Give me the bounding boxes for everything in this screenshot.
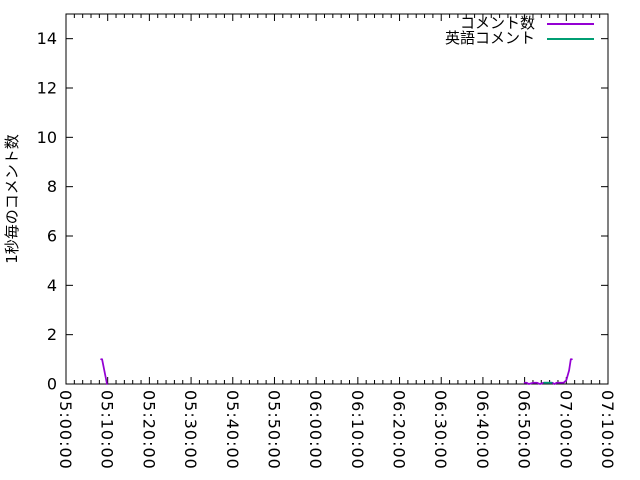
- legend-label-english-comments: 英語コメント: [444, 29, 535, 47]
- legend-item-english-comments: 英語コメント: [445, 31, 594, 46]
- y-tick-label: 8: [47, 177, 57, 196]
- x-tick-label: 05:40:00: [223, 390, 242, 470]
- x-tick-label: 07:00:00: [556, 390, 575, 470]
- legend: コメント数 英語コメント: [445, 16, 594, 46]
- legend-line-english-comments: [547, 37, 594, 40]
- x-tick-label: 07:10:00: [598, 390, 617, 470]
- y-tick-label: 6: [47, 227, 57, 246]
- x-tick-label: 05:10:00: [98, 390, 117, 470]
- x-tick-label: 06:10:00: [348, 390, 367, 470]
- x-tick-label: 05:00:00: [56, 390, 75, 470]
- legend-label-comment-count: コメント数: [459, 14, 535, 32]
- plot-border-rect: [65, 13, 609, 385]
- y-tick-label: 4: [47, 276, 57, 295]
- x-tick-label: 06:00:00: [306, 390, 325, 470]
- y-axis-tick-labels: 0 2 4 6 8 10 12 14: [37, 29, 57, 393]
- x-tick-label: 05:30:00: [181, 390, 200, 470]
- x-tick-label: 06:30:00: [431, 390, 450, 470]
- series-line-0: [100, 358, 108, 385]
- x-axis-tick-labels: 05:00:00 05:10:00 05:20:00 05:30:00 05:40:00…: [56, 390, 617, 470]
- y-tick-label: 10: [37, 128, 57, 147]
- series-line-0: [523, 358, 573, 385]
- y-axis-title: 1秒毎のコメント数: [3, 134, 21, 264]
- y-tick-label: 2: [47, 325, 57, 344]
- x-tick-label: 06:20:00: [390, 390, 409, 470]
- axis-ticks: [65, 14, 609, 385]
- legend-line-comment-count: [547, 22, 594, 25]
- x-tick-label: 05:20:00: [139, 390, 158, 470]
- x-tick-label: 06:50:00: [515, 390, 534, 470]
- legend-item-comment-count: コメント数: [445, 16, 594, 31]
- y-tick-label: 0: [47, 375, 57, 394]
- x-tick-label: 06:40:00: [473, 390, 492, 470]
- y-tick-label: 14: [37, 29, 57, 48]
- y-tick-label: 12: [37, 79, 57, 98]
- x-tick-label: 05:50:00: [264, 390, 283, 470]
- plot-border: [65, 13, 609, 385]
- series-lines: [100, 358, 573, 385]
